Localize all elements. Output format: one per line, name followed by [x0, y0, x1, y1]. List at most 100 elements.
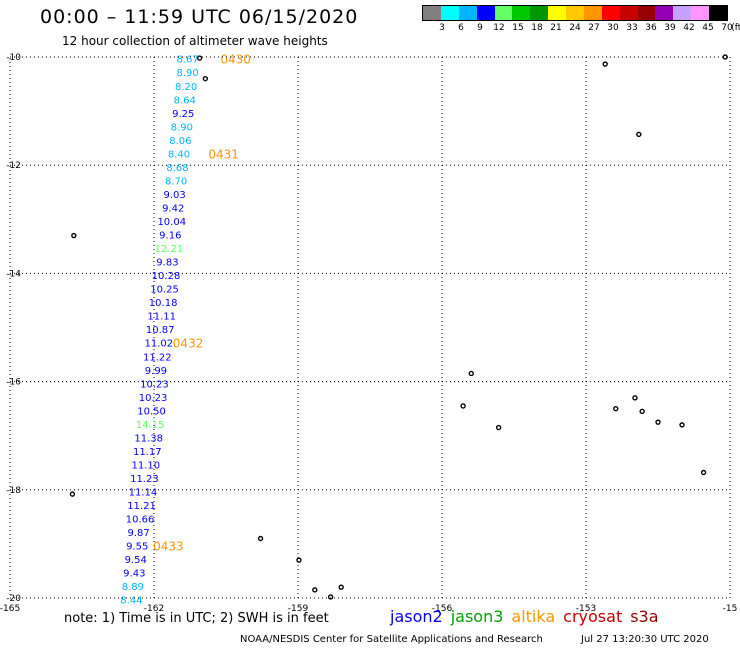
legend-swatch	[512, 6, 531, 20]
legend-label: 70	[721, 23, 733, 33]
time-label: 0432	[173, 337, 204, 351]
island-outline	[296, 557, 302, 563]
time-label: 0431	[208, 147, 239, 161]
swh-value: 9.25	[172, 109, 194, 120]
swh-value: 9.54	[125, 555, 147, 566]
legend-swatch	[494, 6, 513, 20]
x-tick-label: -159	[288, 604, 309, 614]
map-frame	[9, 56, 731, 599]
swh-value: 11.38	[134, 433, 163, 444]
y-tick-label: -14	[6, 269, 21, 279]
swh-value: 11.14	[129, 488, 158, 499]
swh-value: 14.15	[136, 420, 165, 431]
y-tick-label: -18	[6, 486, 21, 496]
legend-color-bar	[422, 5, 728, 21]
legend-swatch	[655, 6, 674, 20]
island-outline	[639, 408, 645, 415]
swh-value: 9.55	[126, 542, 148, 553]
swh-value: 9.42	[162, 203, 184, 214]
swh-value: 11.10	[132, 460, 161, 471]
satellite-name: jason2	[390, 607, 443, 626]
swh-value: 8.64	[174, 95, 196, 106]
island-outline	[613, 405, 619, 412]
legend-swatch	[637, 6, 656, 20]
island-outline	[312, 587, 318, 593]
y-tick-label: -10	[6, 53, 21, 63]
island-outline	[700, 469, 707, 476]
legend-swatch	[458, 6, 477, 20]
satellite-name: altika	[511, 607, 556, 626]
islands-layer	[69, 54, 728, 600]
legend-swatch	[423, 6, 441, 20]
swh-value: 11.02	[144, 339, 173, 350]
island-outline	[655, 419, 661, 425]
legend-label: 42	[683, 23, 695, 33]
satellite-name: cryosat	[563, 607, 623, 626]
x-tick-label: -165	[0, 604, 20, 614]
legend-label: 33	[626, 23, 638, 33]
swh-value: 9.16	[159, 231, 181, 242]
swh-value: 8.90	[176, 68, 198, 79]
credit-text: NOAA/NESDIS Center for Satellite Applica…	[240, 634, 543, 645]
legend-swatch	[566, 6, 584, 20]
map-subtitle: 12 hour collection of altimeter wave hei…	[62, 34, 328, 48]
legend-swatch	[601, 6, 620, 20]
swh-value: 10.23	[140, 379, 169, 390]
legend-swatch	[440, 6, 459, 20]
x-tick-label: -153	[576, 604, 596, 614]
island-outline	[495, 424, 502, 431]
legend-label: 3	[439, 23, 445, 33]
island-outline	[202, 75, 209, 82]
island-outline	[69, 491, 76, 497]
x-tick-label: -162	[144, 604, 164, 614]
legend-label: 6	[458, 23, 464, 33]
map-grid	[10, 57, 730, 598]
island-outline	[632, 395, 638, 401]
swh-value: 8.67	[176, 55, 198, 66]
swh-value: 8.20	[175, 82, 197, 93]
swh-value: 10.28	[152, 271, 181, 282]
swh-value: 11.17	[133, 447, 162, 458]
swh-value: 12.21	[155, 244, 184, 255]
swh-value: 10.23	[139, 393, 168, 404]
swh-value: 8.90	[171, 122, 193, 133]
swh-value: 10.66	[126, 515, 155, 526]
footer-note: note: 1) Time is in UTC; 2) SWH is in fe…	[64, 611, 329, 626]
island-outline	[196, 55, 203, 61]
legend-label: 45	[702, 23, 714, 33]
swh-value: 8.06	[169, 136, 191, 147]
y-tick-label: -16	[6, 378, 21, 388]
swh-value: 8.70	[165, 176, 187, 187]
legend-swatch	[583, 6, 602, 20]
legend-swatch	[619, 6, 638, 20]
altimeter-track: 8.67 8.90 8.20 8.64 9.25 8.90 8.06 8.40 8.68 8.70…	[120, 53, 251, 607]
swh-value: 11.23	[130, 474, 159, 485]
satellite-name: jason3	[450, 607, 504, 626]
island-outline	[460, 403, 466, 409]
swh-value: 11.11	[147, 312, 176, 323]
legend-label: 27	[588, 23, 600, 33]
legend-swatch	[476, 6, 495, 20]
swh-value: 10.87	[146, 325, 175, 336]
map-axes: -165 -162 -159 -156 -153 -15 -10 -12 -14 -16 -18 -2…	[0, 53, 737, 614]
legend-label: 12	[493, 23, 505, 33]
island-outline	[722, 54, 728, 60]
legend-label: 24	[569, 23, 581, 33]
x-tick-label: -156	[432, 604, 453, 614]
swh-value: 10.18	[149, 298, 178, 309]
swh-value: 9.99	[145, 366, 167, 377]
swh-value: 8.44	[120, 596, 142, 607]
legend-swatch	[530, 6, 549, 20]
island-outline	[327, 594, 334, 600]
swh-value: 11.22	[143, 352, 172, 363]
island-outline	[257, 535, 264, 542]
satellite-legend: jason2 jason3 altika cryosat s3a	[390, 607, 667, 626]
legend-unit: (ft)	[731, 23, 740, 33]
x-tick-label: -15	[723, 604, 738, 614]
legend-swatch	[673, 6, 692, 20]
swh-value: 9.03	[164, 190, 186, 201]
swh-value: 8.40	[168, 149, 190, 160]
